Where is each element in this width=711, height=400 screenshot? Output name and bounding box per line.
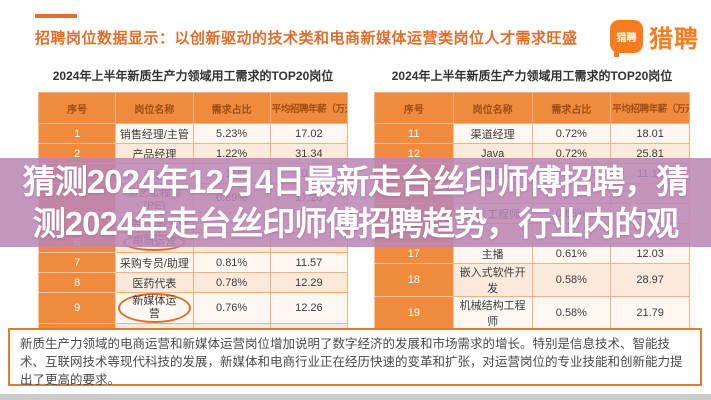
rank-cell: 8 <box>37 272 117 293</box>
column-header: 序号 <box>374 92 454 124</box>
avg-salary-cell: 18.01 <box>610 123 690 144</box>
position-cell: 医药代表 <box>115 272 194 293</box>
headline-line-1: 猜测2024年12月4日最新走台丝印师傅招聘，猜 <box>22 162 689 200</box>
column-header: 平均招聘年薪（万元） <box>269 92 349 124</box>
position-cell: 采购专员/助理 <box>115 252 194 273</box>
avg-salary-cell: 12.29 <box>269 272 349 293</box>
avg-salary-cell: 12.26 <box>269 292 349 324</box>
liepin-brand-text: 猎聘 <box>649 26 699 53</box>
avg-salary-cell: 28.97 <box>610 263 690 297</box>
summary-text-box: 新质生产力领域的电商运营和新媒体运营岗位增加说明了数字经济的发展和市场需求的增长… <box>8 328 702 387</box>
column-header: 岗位名称 <box>452 92 533 124</box>
table-row: 1 销售经理/主管 5.23% 17.02 <box>37 123 349 144</box>
demand-share-cell: 0.58% <box>531 263 612 297</box>
avg-salary-cell: 21.79 <box>610 296 690 330</box>
rank-cell: 17 <box>374 243 454 264</box>
table-title-right: 2024年上半年新质生产力领域用工需求的TOP20岗位 <box>391 69 673 83</box>
header-dash <box>35 14 77 18</box>
rank-cell: 7 <box>37 252 117 273</box>
position-cell: 机械结构工程师 <box>452 296 533 330</box>
rank-cell: 11 <box>374 123 454 144</box>
liepin-logo: 猎聘 猎聘 <box>610 19 699 57</box>
table-row: 11 渠道经理 0.72% 18.01 <box>374 123 690 144</box>
table-row: 8 医药代表 0.78% 12.29 <box>37 272 349 293</box>
column-header: 序号 <box>37 92 117 124</box>
avg-salary-cell: 17.02 <box>269 123 349 144</box>
table-title-left: 2024年上半年新质生产力领域用工需求的TOP20岗位 <box>52 69 334 83</box>
column-header: 需求占比 <box>192 92 271 124</box>
column-header: 平均招聘年薪（万元） <box>610 92 690 124</box>
demand-share-cell: 5.23% <box>192 123 271 144</box>
position-cell: 销售经理/主管 <box>115 123 194 144</box>
liepin-logo-icon-text: 猎聘 <box>616 33 637 44</box>
column-header: 需求占比 <box>531 92 612 124</box>
rank-cell: 18 <box>374 263 454 297</box>
position-cell: 新媒体运营 <box>115 292 194 324</box>
headline-overlay: 猜测2024年12月4日最新走台丝印师傅招聘，猜 测2024年走台丝印师傅招聘趋… <box>0 158 711 247</box>
liepin-logo-icon: 猎聘 <box>610 20 643 57</box>
column-header: 岗位名称 <box>115 92 194 124</box>
table-row: 18 嵌入式软件开发 0.58% 28.97 <box>374 263 690 297</box>
table-row: 9 新媒体运营 0.76% 12.26 <box>37 292 349 324</box>
table-row: 17 主播 0.61% 12.03 <box>374 243 690 264</box>
page-title: 招聘岗位数据显示：以创新驱动的技术类和电商新媒体运营类岗位人才需求旺盛 <box>35 30 578 47</box>
rank-cell: 19 <box>374 296 454 330</box>
table-row: 7 采购专员/助理 0.81% 11.57 <box>37 252 349 273</box>
avg-salary-cell: 11.57 <box>269 252 349 273</box>
table-row: 19 机械结构工程师 0.58% 21.79 <box>374 296 690 330</box>
position-cell: 渠道经理 <box>452 123 533 144</box>
demand-share-cell: 0.76% <box>192 292 271 324</box>
demand-share-cell: 0.72% <box>531 123 612 144</box>
position-cell: 嵌入式软件开发 <box>452 263 533 297</box>
headline-line-2: 测2024年走台丝印师傅招聘趋势，行业内的观 <box>32 204 679 242</box>
rank-cell: 9 <box>37 292 117 324</box>
demand-share-cell: 0.81% <box>192 252 271 273</box>
demand-share-cell: 0.58% <box>531 296 612 330</box>
rank-cell: 1 <box>37 123 117 144</box>
highlight-circle: 新媒体运营 <box>118 293 191 323</box>
demand-share-cell: 0.78% <box>192 272 271 293</box>
bottom-strip <box>0 394 711 400</box>
